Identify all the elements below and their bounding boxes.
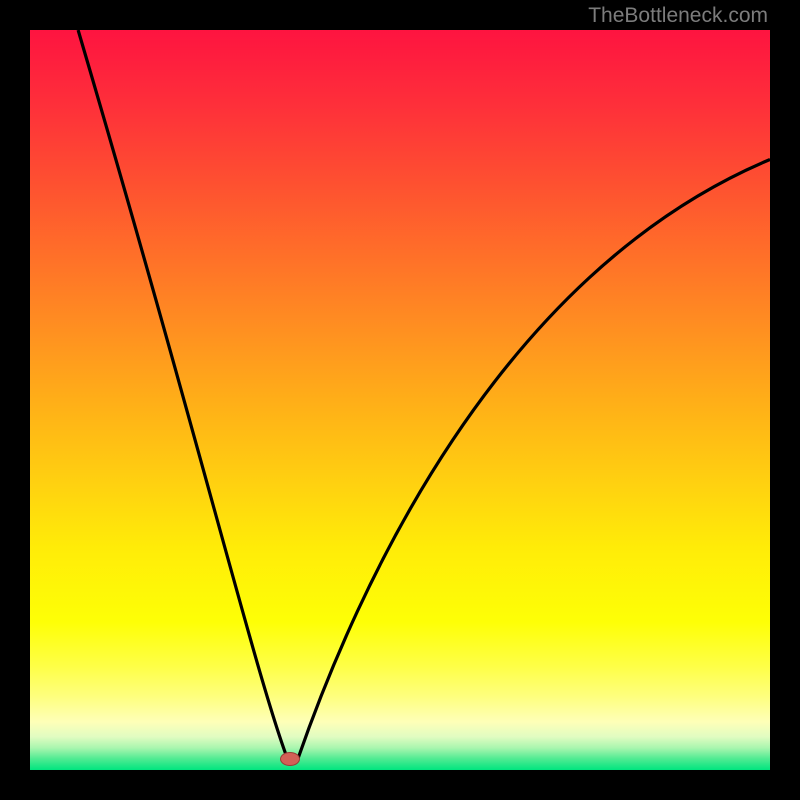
chart-plot-area bbox=[30, 30, 770, 770]
frame-left bbox=[0, 0, 30, 800]
chart-curve-layer bbox=[30, 30, 770, 770]
curve-right bbox=[298, 160, 770, 759]
watermark-text: TheBottleneck.com bbox=[588, 4, 768, 28]
curve-left bbox=[78, 30, 287, 759]
frame-bottom bbox=[0, 770, 800, 800]
frame-right bbox=[770, 0, 800, 800]
